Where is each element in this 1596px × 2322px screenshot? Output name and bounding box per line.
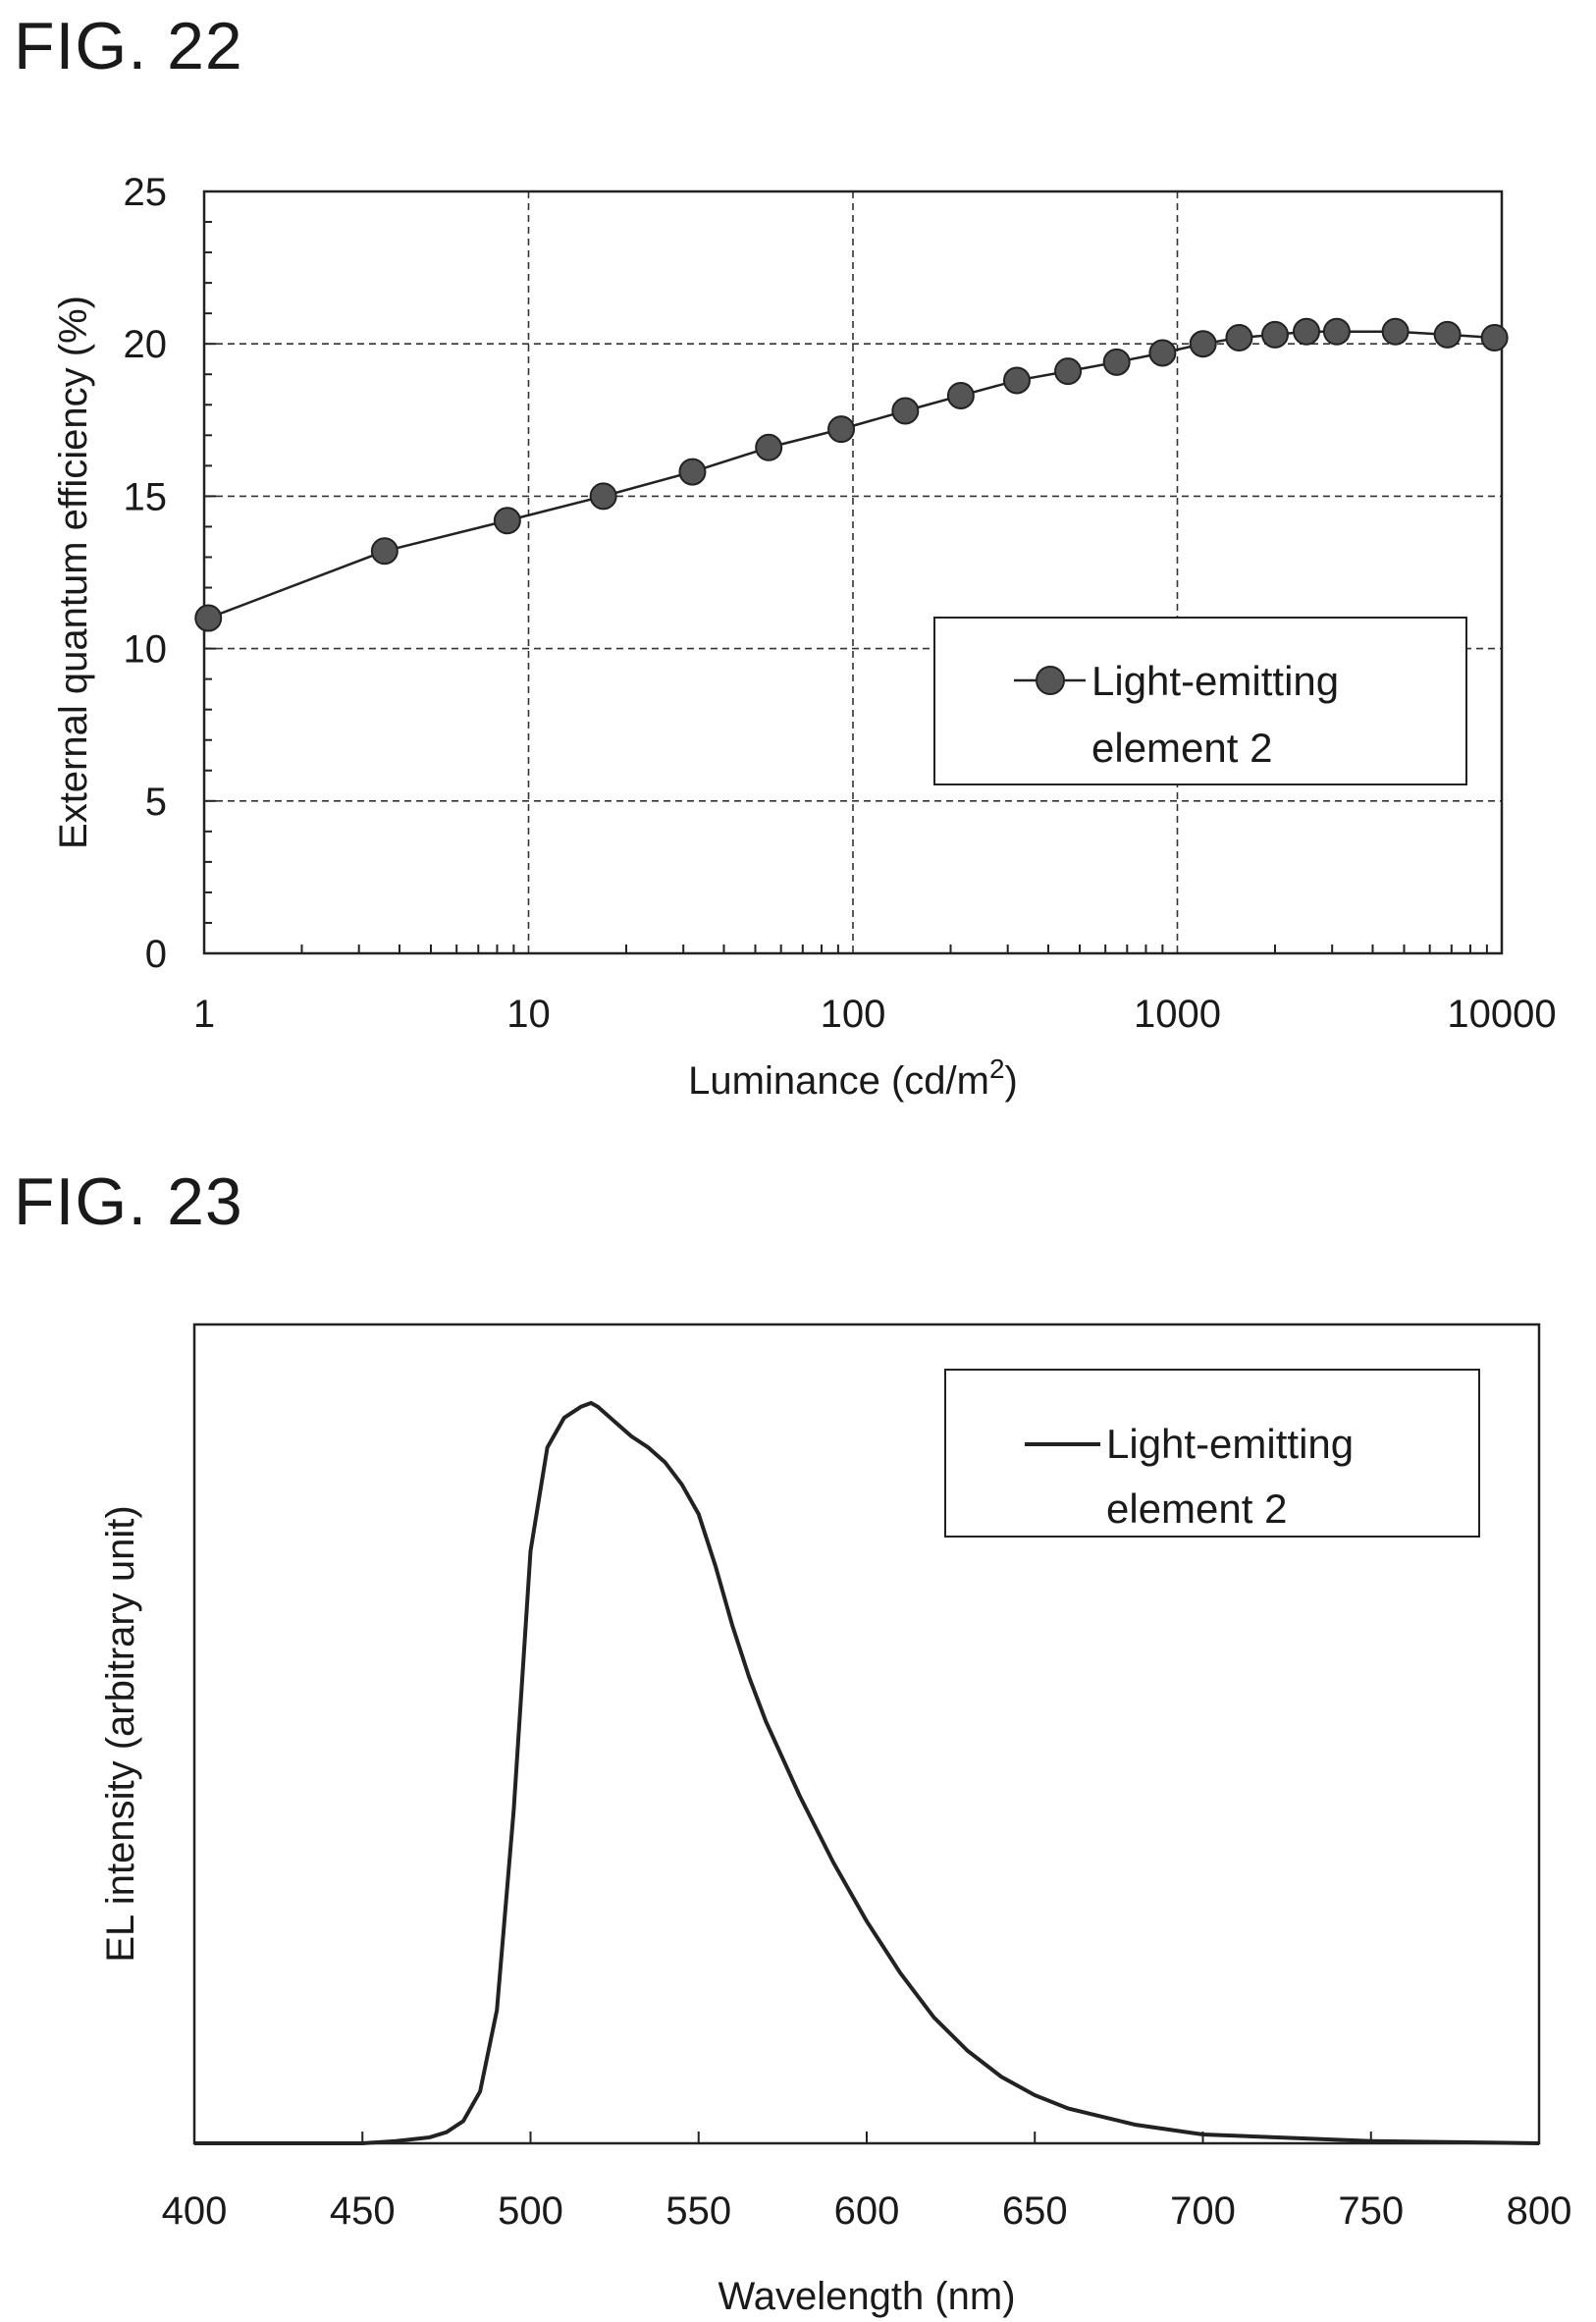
chart2-legend-label-line2: element 2 (1106, 1485, 1287, 1532)
chart2-x-tick-label: 450 (330, 2189, 396, 2233)
chart1-legend-marker (1036, 666, 1065, 695)
chart1-legend-label-line2: element 2 (1091, 725, 1272, 771)
chart1-data-point (589, 482, 617, 511)
chart1-x-tick-label: 1000 (1134, 993, 1221, 1036)
chart1-y-tick-label: 25 (124, 171, 168, 214)
chart2-x-tick-label: 800 (1507, 2189, 1572, 2233)
chart2-x-tick-label: 750 (1338, 2189, 1404, 2233)
chart1-data-point (1322, 317, 1351, 346)
chart2-x-tick-label: 600 (834, 2189, 900, 2233)
chart1-grid (204, 191, 1502, 953)
chart1-y-tick-label: 15 (124, 475, 168, 518)
chart1-points (194, 317, 1509, 632)
chart1-y-tick-label: 10 (124, 628, 168, 672)
chart1-plot-frame (202, 189, 1504, 955)
el-spectrum-chart: 400 450 500 550 600 650 700 750 800 Wavelength (… (99, 1323, 1572, 2318)
figure-22-label: FIG. 22 (14, 9, 243, 83)
chart1-data-point (1189, 330, 1217, 358)
series-line-light-emitting-element-2 (194, 1400, 1540, 2145)
series-line-light-emitting-element-2 (207, 330, 1495, 620)
chart1-data-point (891, 397, 920, 425)
chart1-data-point (1002, 366, 1031, 395)
chart1-data-point (946, 381, 975, 409)
chart1-data-point (1381, 317, 1410, 346)
chart1-x-tick-label: 10000 (1447, 993, 1556, 1036)
chart1-data-point (1480, 323, 1509, 351)
chart1-data-point (678, 458, 707, 486)
chart1-data-point (1148, 339, 1177, 367)
chart1-data-point (493, 507, 521, 535)
chart1-data-point (755, 433, 783, 461)
chart1-y-tick-label: 0 (145, 933, 167, 976)
chart2-x-tick-label: 500 (498, 2189, 563, 2233)
chart2-x-axis-title: Wavelength (nm) (718, 2275, 1015, 2318)
chart1-y-axis-title: External quantum efficiency (%) (52, 296, 95, 849)
chart1-data-point (194, 604, 223, 632)
eqe-vs-luminance-chart: 1 10 100 1000 10000 0 5 10 15 20 25 Luminance (cd… (52, 171, 1557, 1103)
chart1-legend-box (933, 617, 1467, 785)
figure-23-label: FIG. 23 (14, 1164, 243, 1239)
chart2-legend-box (944, 1369, 1480, 1538)
chart1-y-tick-label: 20 (124, 323, 168, 366)
chart2-legend-label-line1: Light-emitting (1106, 1421, 1354, 1467)
chart1-x-axis-title: Luminance (cd/m2) (688, 1053, 1018, 1103)
chart1-data-point (827, 415, 856, 444)
chart2-x-tick-label: 400 (162, 2189, 228, 2233)
chart1-data-point (1433, 320, 1462, 349)
chart1-x-tick-label: 1 (193, 993, 215, 1036)
chart1-x-tick-label: 100 (821, 993, 886, 1036)
chart2-x-tick-label: 700 (1170, 2189, 1236, 2233)
chart1-legend-label-line1: Light-emitting (1091, 658, 1339, 704)
chart1-data-point (1054, 357, 1083, 386)
chart2-y-axis-title: EL intensity (arbitrary unit) (99, 1505, 142, 1962)
chart1-data-point (1102, 348, 1131, 376)
chart1-y-tick-label: 5 (145, 781, 167, 824)
chart1-data-point (1260, 320, 1289, 349)
chart2-x-tick-label: 550 (665, 2189, 731, 2233)
chart1-data-point (370, 537, 399, 566)
chart1-data-point (1225, 323, 1253, 351)
chart1-ticks (204, 221, 1488, 953)
chart1-legend: Light-emitting element 2 (933, 617, 1467, 785)
chart2-x-tick-label: 650 (1002, 2189, 1068, 2233)
chart2-legend: Light-emitting element 2 (944, 1369, 1480, 1538)
chart1-x-tick-label: 10 (506, 993, 551, 1036)
chart1-data-point (1293, 317, 1321, 346)
